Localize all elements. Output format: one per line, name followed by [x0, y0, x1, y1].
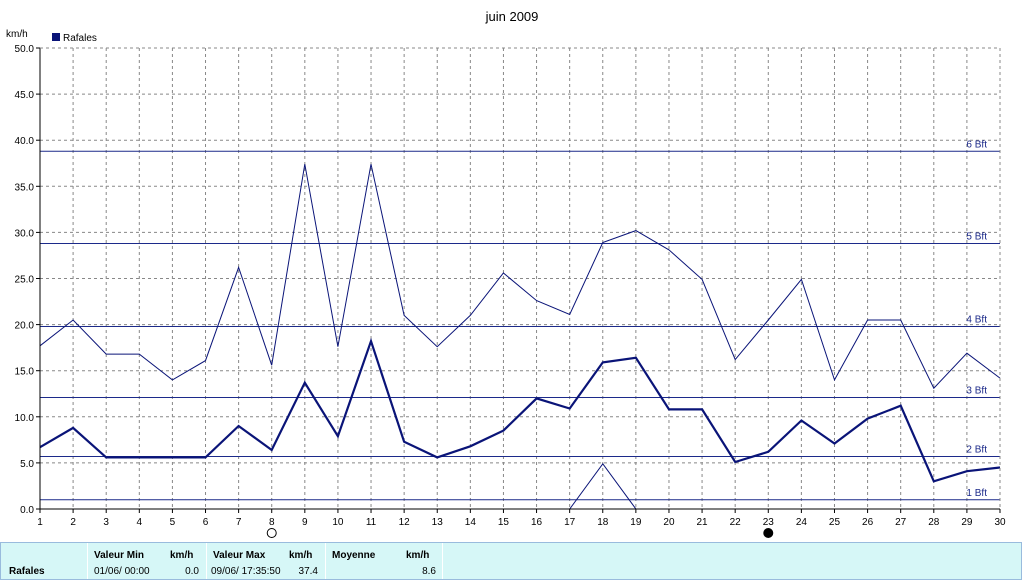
max-header: Valeur Max	[213, 550, 266, 561]
y-tick-label: 25.0	[15, 275, 35, 286]
avg-header: Moyenne	[332, 550, 376, 561]
avg-value: 8.6	[422, 566, 436, 577]
avg-unit: km/h	[406, 550, 430, 561]
y-tick-label: 35.0	[15, 182, 35, 193]
x-tick-label: 18	[597, 517, 609, 528]
full-moon-icon	[266, 528, 277, 538]
x-tick-label: 29	[961, 517, 973, 528]
plot-area: 0.0 5.0 10.0 15.0 20.0 25.0 30.0 35.0 40.0 45.0 50…	[15, 44, 1006, 538]
x-tick-label: 5	[170, 517, 176, 528]
x-tick-label: 23	[763, 517, 775, 528]
max-cell: Valeur Max km/h 09/06/ 17:35:50 37.4	[207, 543, 324, 579]
x-tick-label: 24	[796, 517, 808, 528]
legend-label: Rafales	[63, 33, 97, 44]
y-tick-label: 20.0	[15, 321, 35, 332]
x-tick-label: 2	[70, 517, 76, 528]
x-tick-label: 17	[564, 517, 576, 528]
x-tick-label: 25	[829, 517, 841, 528]
max-date: 09/06/ 17:35:50	[211, 566, 281, 577]
series-line-rafales	[39, 337, 1001, 483]
beaufort-label: 6 Bft	[966, 139, 987, 150]
row-label-cell: Rafales	[1, 543, 87, 579]
chart-title: juin 2009	[485, 9, 539, 24]
y-tick-label: 15.0	[15, 367, 35, 378]
beaufort-label: 3 Bft	[966, 385, 987, 396]
y-tick-label: 10.0	[15, 413, 35, 424]
x-tick-label: 20	[663, 517, 675, 528]
min-value: 0.0	[185, 566, 199, 577]
x-tick-label: 26	[862, 517, 874, 528]
new-moon-icon	[763, 528, 774, 538]
x-tick-label: 21	[697, 517, 709, 528]
x-tick-label: 27	[895, 517, 907, 528]
min-date: 01/06/ 00:00	[94, 566, 150, 577]
separator	[206, 543, 207, 579]
x-tick-label: 16	[531, 517, 543, 528]
series-line-secondary	[39, 164, 1001, 390]
separator	[325, 543, 326, 579]
x-tick-label: 6	[203, 517, 209, 528]
y-axis-unit: km/h	[6, 29, 28, 40]
x-tick-label: 3	[103, 517, 109, 528]
min-unit: km/h	[170, 550, 194, 561]
x-tick-label: 11	[366, 517, 377, 528]
chart: juin 2009 km/h Rafales 0.0 5.0 10.0 15.0 20.…	[6, 9, 1006, 538]
y-tick-label: 30.0	[15, 228, 35, 239]
min-header: Valeur Min	[94, 550, 145, 561]
max-value: 37.4	[298, 566, 318, 577]
x-tick-label: 15	[498, 517, 510, 528]
y-tick-label: 0.0	[20, 505, 34, 516]
x-tick-label: 30	[994, 517, 1006, 528]
x-tick-label: 8	[269, 517, 275, 528]
separator	[442, 543, 443, 579]
x-tick-label: 13	[432, 517, 444, 528]
beaufort-label: 2 Bft	[966, 444, 987, 455]
y-tick-label: 5.0	[20, 459, 34, 470]
legend-swatch	[52, 33, 60, 41]
x-tick-label: 22	[730, 517, 742, 528]
x-tick-label: 28	[928, 517, 940, 528]
x-tick-label: 12	[399, 517, 411, 528]
min-cell: Valeur Min km/h 01/06/ 00:00 0.0	[88, 543, 205, 579]
y-tick-label: 45.0	[15, 90, 35, 101]
statistics-table: Rafales Valeur Min km/h 01/06/ 00:00 0.0…	[0, 542, 1022, 580]
x-tick-label: 1	[37, 517, 43, 528]
series-line-secondary	[569, 462, 637, 510]
x-tick-label: 19	[630, 517, 642, 528]
beaufort-label: 5 Bft	[966, 231, 987, 242]
row-label: Rafales	[9, 566, 45, 577]
beaufort-label: 4 Bft	[966, 314, 987, 325]
max-unit: km/h	[289, 550, 313, 561]
beaufort-label: 1 Bft	[966, 488, 987, 499]
y-tick-label: 40.0	[15, 136, 35, 147]
y-tick-label: 50.0	[15, 44, 35, 55]
x-tick-label: 10	[332, 517, 344, 528]
x-tick-label: 14	[465, 517, 477, 528]
x-tick-label: 9	[302, 517, 308, 528]
separator	[87, 543, 88, 579]
x-tick-label: 4	[137, 517, 143, 528]
x-tick-label: 7	[236, 517, 242, 528]
avg-cell: Moyenne km/h 8.6	[326, 543, 442, 579]
